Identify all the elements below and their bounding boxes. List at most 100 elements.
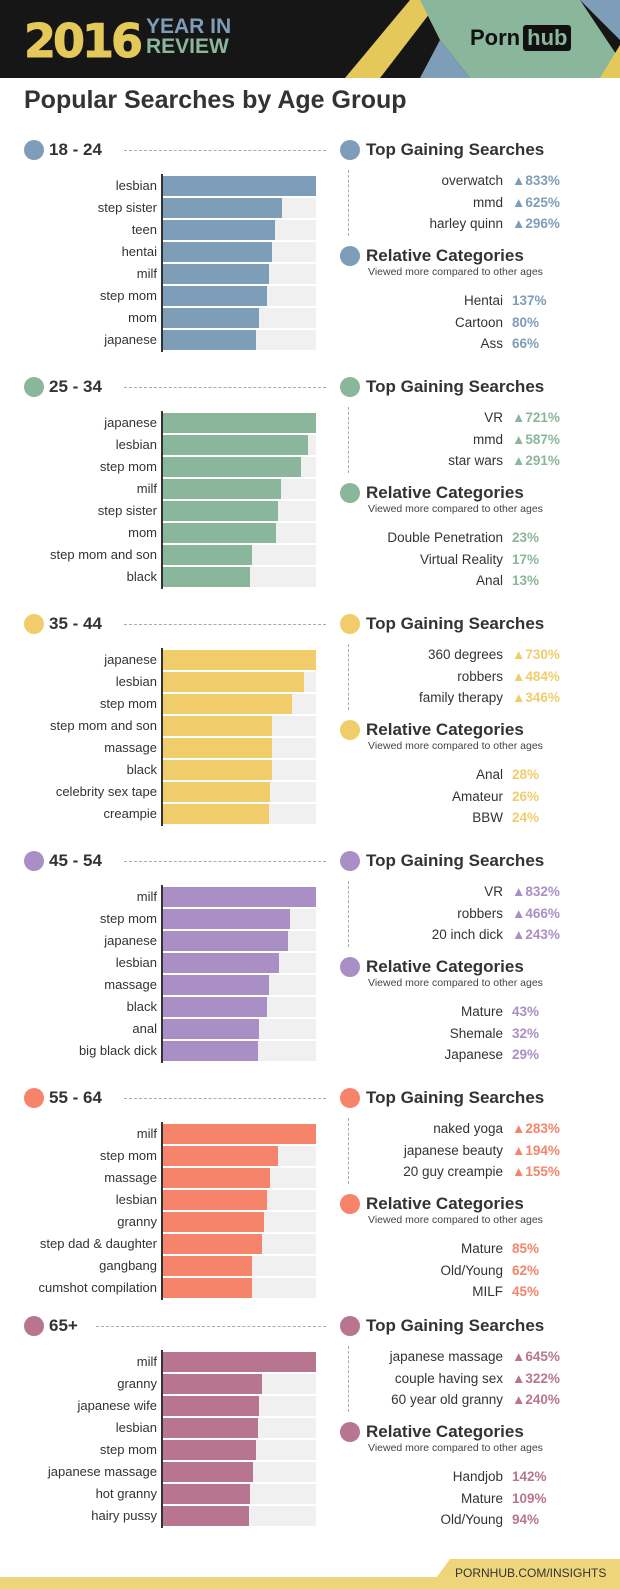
bar [163,413,316,433]
bar-track [163,1374,316,1394]
relative-category: Mature [460,1004,503,1019]
relative-category: Shemale [449,1025,503,1041]
bar [163,1462,254,1482]
bar [163,1019,260,1039]
top-gaining-title: Top Gaining Searches [366,851,545,870]
top-gaining-search: 360 degrees [427,647,503,662]
bar [163,545,252,565]
relative-percent: 17% [512,551,540,567]
divider [348,1346,349,1412]
bar-track [163,242,316,262]
bar [163,650,316,670]
age-dot-icon [24,851,44,871]
bar-track [163,909,316,929]
bar-label: celebrity sex tape [55,784,157,799]
bar-track [163,1484,316,1504]
footer-link[interactable]: PORNHUB.COM/INSIGHTS [455,1566,607,1580]
bar-track [163,650,316,670]
relative-categories-subtitle: Viewed more compared to other ages [368,740,543,752]
decorative-stripes [345,0,620,78]
relative-percent: 24% [512,810,540,825]
bar [163,1168,271,1188]
age-group-title: 65+ [49,1316,78,1335]
top-gaining-search: robbers [457,905,503,921]
bar-track [163,782,316,802]
top-gaining-title: Top Gaining Searches [366,614,545,633]
top-gaining-title: Top Gaining Searches [366,377,545,396]
bar-track [163,435,316,455]
relative-categories-title: Relative Categories [366,246,524,265]
bar-label: granny [117,1214,157,1229]
bar-track [163,953,316,973]
top-gaining-search: family therapy [418,690,503,705]
bar [163,198,283,218]
relative-categories-subtitle: Viewed more compared to other ages [368,266,543,278]
relative-percent: 23% [512,530,540,545]
top-gaining-title: Top Gaining Searches [366,140,545,159]
bar-track [163,501,316,521]
axis-line [161,174,163,352]
bar-label: lesbian [115,1420,157,1435]
top-gaining-search: VR [484,410,503,425]
gain-percent: ▲194% [512,1142,560,1158]
relative-percent: 29% [512,1047,540,1062]
gain-percent: ▲645% [512,1349,560,1364]
bar [163,1374,263,1394]
top-gaining-search: 20 guy creampie [403,1164,503,1179]
relative-category: Virtual Reality [419,551,503,567]
axis-line [161,411,163,589]
gain-percent: ▲240% [512,1392,560,1407]
bar-label: step mom [99,459,157,474]
relative-dot-icon [340,483,360,503]
bar-label: massage [104,1170,157,1185]
gain-percent: ▲243% [512,927,560,942]
gain-percent: ▲730% [512,647,560,662]
bar [163,501,278,521]
gain-percent: ▲155% [512,1164,560,1179]
gain-percent: ▲291% [512,453,560,468]
bar [163,1418,258,1438]
bar-label: teen [131,222,157,237]
relative-percent: 26% [512,788,540,804]
bar [163,1484,251,1504]
divider [124,150,326,151]
age-group-title: 35 - 44 [49,614,102,633]
bar-track [163,1124,316,1144]
relative-category: Old/Young [440,1262,503,1278]
bar-track [163,330,316,350]
top-gaining-title: Top Gaining Searches [366,1088,545,1107]
bar-label: step sister [97,503,157,518]
bar-track [163,672,316,692]
age-section: 18 - 24 lesbian step sister teen hentai milf s… [0,140,620,370]
bar-track [163,1278,316,1298]
divider [348,1118,349,1184]
bar-label: mom [128,525,157,540]
gain-percent: ▲283% [512,1121,560,1136]
bar-label: big black dick [78,1043,157,1058]
top-gaining-search: japanese beauty [403,1142,503,1158]
top-gaining-search: mmd [473,194,503,210]
bar-label: milf [136,266,157,281]
relative-category: Mature [460,1241,503,1256]
bar-label: hot granny [95,1486,157,1501]
bar [163,1506,249,1526]
bar-track [163,975,316,995]
bar [163,435,309,455]
top-gaining-dot-icon [340,377,360,397]
age-group-title: 18 - 24 [49,140,102,159]
relative-percent: 94% [512,1512,540,1527]
relative-category: Anal [475,573,503,588]
axis-line [161,648,163,826]
relative-percent: 28% [512,767,540,782]
relative-percent: 137% [512,293,547,308]
top-gaining-dot-icon [340,1316,360,1336]
age-group-title: 55 - 64 [49,1088,102,1107]
bar-label: lesbian [115,437,157,452]
gain-percent: ▲832% [512,884,560,899]
relative-categories-subtitle: Viewed more compared to other ages [368,503,543,515]
top-gaining-search: star wars [448,453,503,468]
top-gaining-title: Top Gaining Searches [366,1316,545,1335]
bar [163,975,269,995]
bar [163,1124,316,1144]
bar-track [163,1212,316,1232]
